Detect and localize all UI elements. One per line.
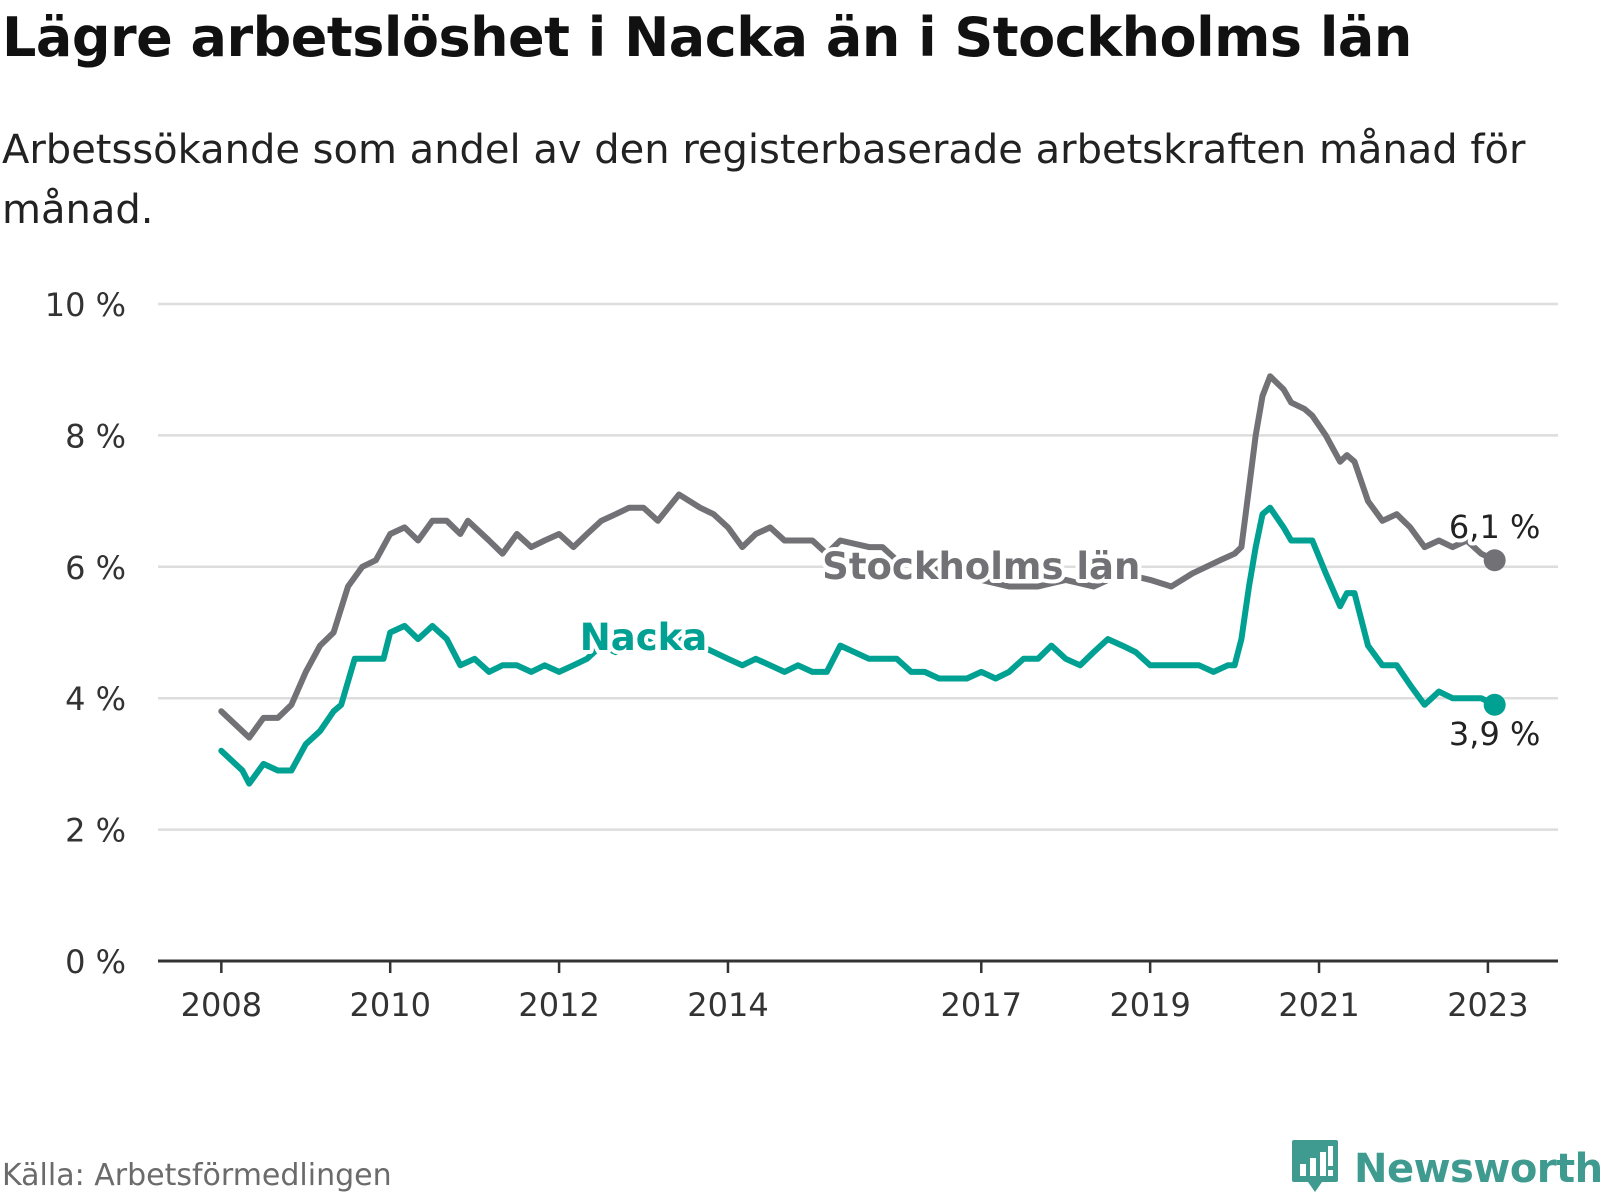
x-tick-label: 2010 <box>349 986 430 1024</box>
y-tick-label: 4 % <box>65 680 126 718</box>
chart-title: Lägre arbetslöshet i Nacka än i Stockhol… <box>2 6 1412 69</box>
y-tick-label: 8 % <box>65 417 126 455</box>
chart-subtitle: Arbetssökande som andel av den registerb… <box>2 127 1526 233</box>
series-line-nacka <box>218 504 1498 787</box>
x-tick-label: 2021 <box>1278 986 1359 1024</box>
end-value-label-nacka: 3,9 % <box>1449 715 1540 753</box>
label-layer: Stockholms län Nacka 6,1 % 3,9 % <box>576 504 1545 757</box>
x-axis-ticks: 2008 2010 2012 2014 2017 2019 2021 2023 <box>181 961 1529 1024</box>
x-tick-label: 2012 <box>518 986 599 1024</box>
end-point-nacka <box>1483 693 1506 716</box>
series-label-nacka: Nacka <box>580 616 707 659</box>
x-tick-label: 2014 <box>687 986 768 1024</box>
x-tick-label: 2008 <box>181 986 262 1024</box>
series-label-stockholm: Stockholms län <box>822 545 1140 588</box>
series-line-stockholm <box>218 373 1498 741</box>
brand-name: Newsworthy <box>1354 1146 1600 1192</box>
source-text: Källa: Arbetsförmedlingen <box>2 1158 392 1193</box>
y-axis-labels: 0 % 2 % 4 % 6 % 8 % 10 % <box>45 286 126 981</box>
end-value-label-stockholm: 6,1 % <box>1449 508 1540 546</box>
y-tick-label: 6 % <box>65 549 126 587</box>
x-tick-label: 2017 <box>941 986 1022 1024</box>
x-tick-label: 2023 <box>1447 986 1528 1024</box>
end-point-stockholm <box>1483 549 1506 572</box>
y-tick-label: 2 % <box>65 812 126 850</box>
y-tick-label: 0 % <box>65 943 126 981</box>
x-tick-label: 2019 <box>1109 986 1190 1024</box>
y-tick-label: 10 % <box>45 286 126 324</box>
series-layer <box>218 373 1506 787</box>
newsworthy-logo-icon <box>1290 1138 1340 1200</box>
brand-logo[interactable]: Newsworthy <box>1290 1138 1600 1200</box>
